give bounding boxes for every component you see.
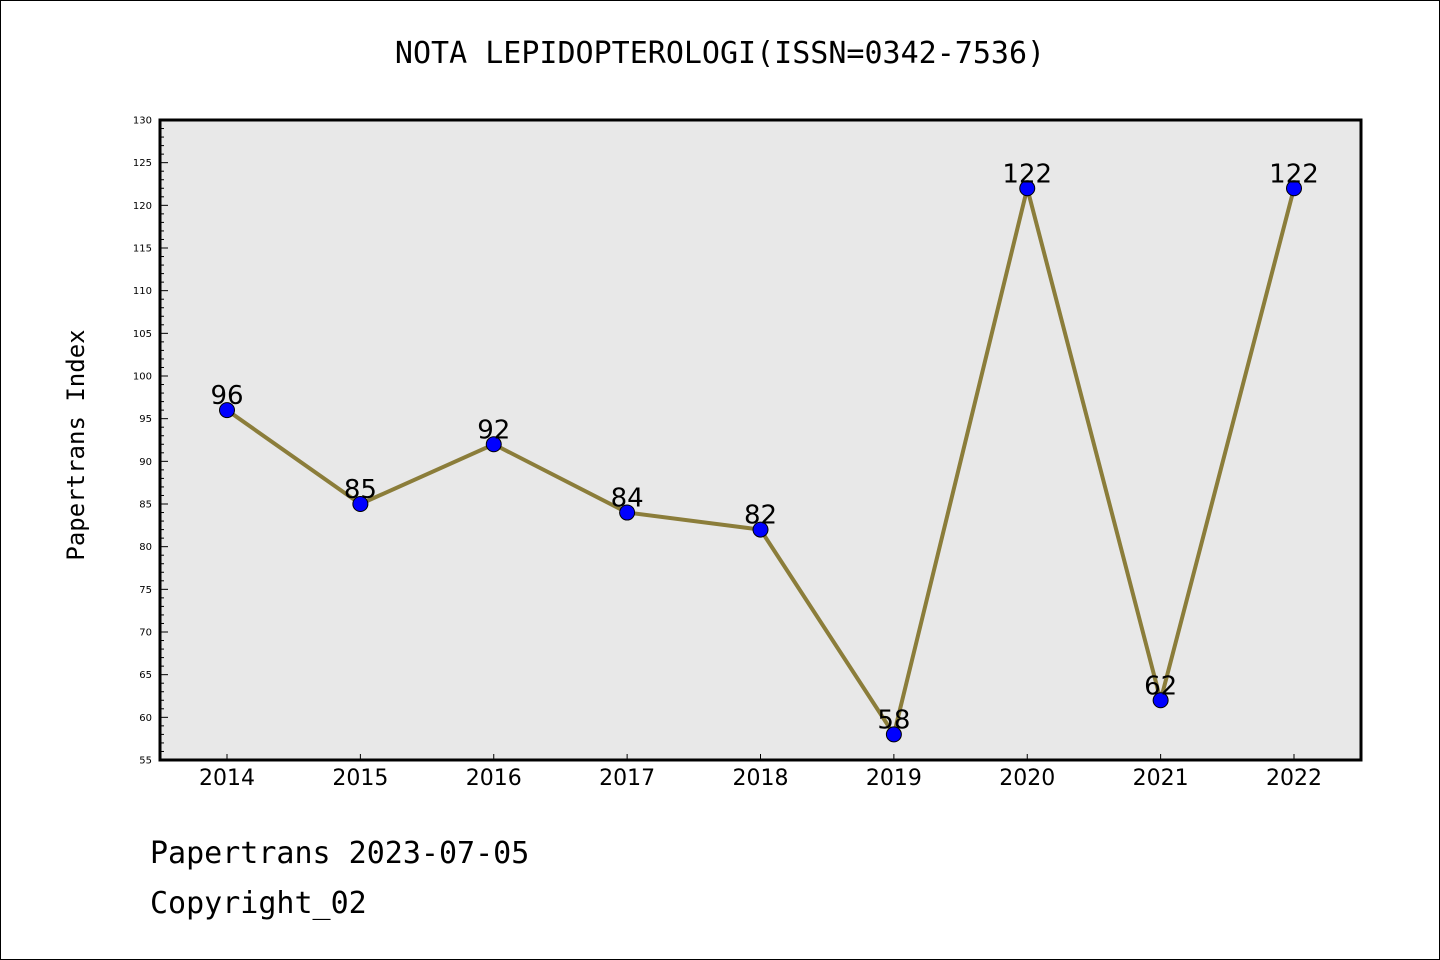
- data-point: [619, 504, 636, 521]
- data-point: [1019, 180, 1036, 197]
- data-point: [352, 496, 369, 512]
- data-point: [1152, 692, 1169, 709]
- data-point: [1286, 180, 1302, 197]
- y-tick-label: 90: [139, 457, 152, 468]
- x-tick-label: 2022: [1266, 766, 1322, 791]
- plot-area: [160, 120, 1361, 760]
- y-tick-label: 60: [139, 713, 152, 724]
- plot-border: [158, 118, 1363, 762]
- x-tick-label: 2021: [1133, 766, 1189, 791]
- y-tick-label: 55: [139, 756, 152, 767]
- data-label: 122: [1269, 159, 1319, 189]
- x-tick-label: 2018: [733, 766, 789, 791]
- y-tick-label: 70: [139, 628, 152, 639]
- data-point: [485, 436, 502, 453]
- x-tick-label: 2016: [466, 766, 522, 791]
- x-tick-label: 2019: [866, 766, 922, 791]
- x-tick-label: 2017: [599, 766, 655, 791]
- data-label: 58: [877, 705, 910, 735]
- y-tick-label: 85: [139, 500, 152, 511]
- data-label: 96: [210, 381, 243, 411]
- y-tick-label: 105: [133, 329, 152, 340]
- x-tick-label: 2020: [999, 766, 1055, 791]
- data-point: [752, 521, 769, 538]
- data-label: 84: [611, 484, 644, 514]
- y-tick-label: 125: [133, 158, 152, 169]
- y-tick-label: 115: [133, 244, 152, 255]
- x-tick-label: 2014: [199, 766, 255, 791]
- data-point: [885, 726, 902, 743]
- chart-title: NOTA LEPIDOPTEROLOGI(ISSN=0342-7536): [394, 36, 1046, 71]
- data-label: 62: [1144, 671, 1177, 701]
- data-label: 85: [344, 475, 377, 505]
- footer-date: Papertrans 2023-07-05: [150, 836, 530, 871]
- y-tick-label: 95: [139, 414, 152, 425]
- y-tick-label: 100: [133, 372, 152, 383]
- x-tick-label: 2015: [332, 766, 388, 791]
- data-point: [219, 402, 235, 419]
- y-tick-label: 80: [139, 542, 152, 553]
- data-label: 122: [1002, 159, 1052, 189]
- data-label: 82: [744, 501, 777, 531]
- y-tick-label: 110: [133, 286, 152, 297]
- y-tick-label: 120: [133, 201, 152, 212]
- data-label: 92: [477, 415, 510, 445]
- y-tick-label: 65: [139, 670, 152, 681]
- y-tick-label: 130: [133, 116, 152, 127]
- y-tick-label: 75: [139, 585, 152, 596]
- footer-copyright: Copyright_02: [150, 886, 367, 921]
